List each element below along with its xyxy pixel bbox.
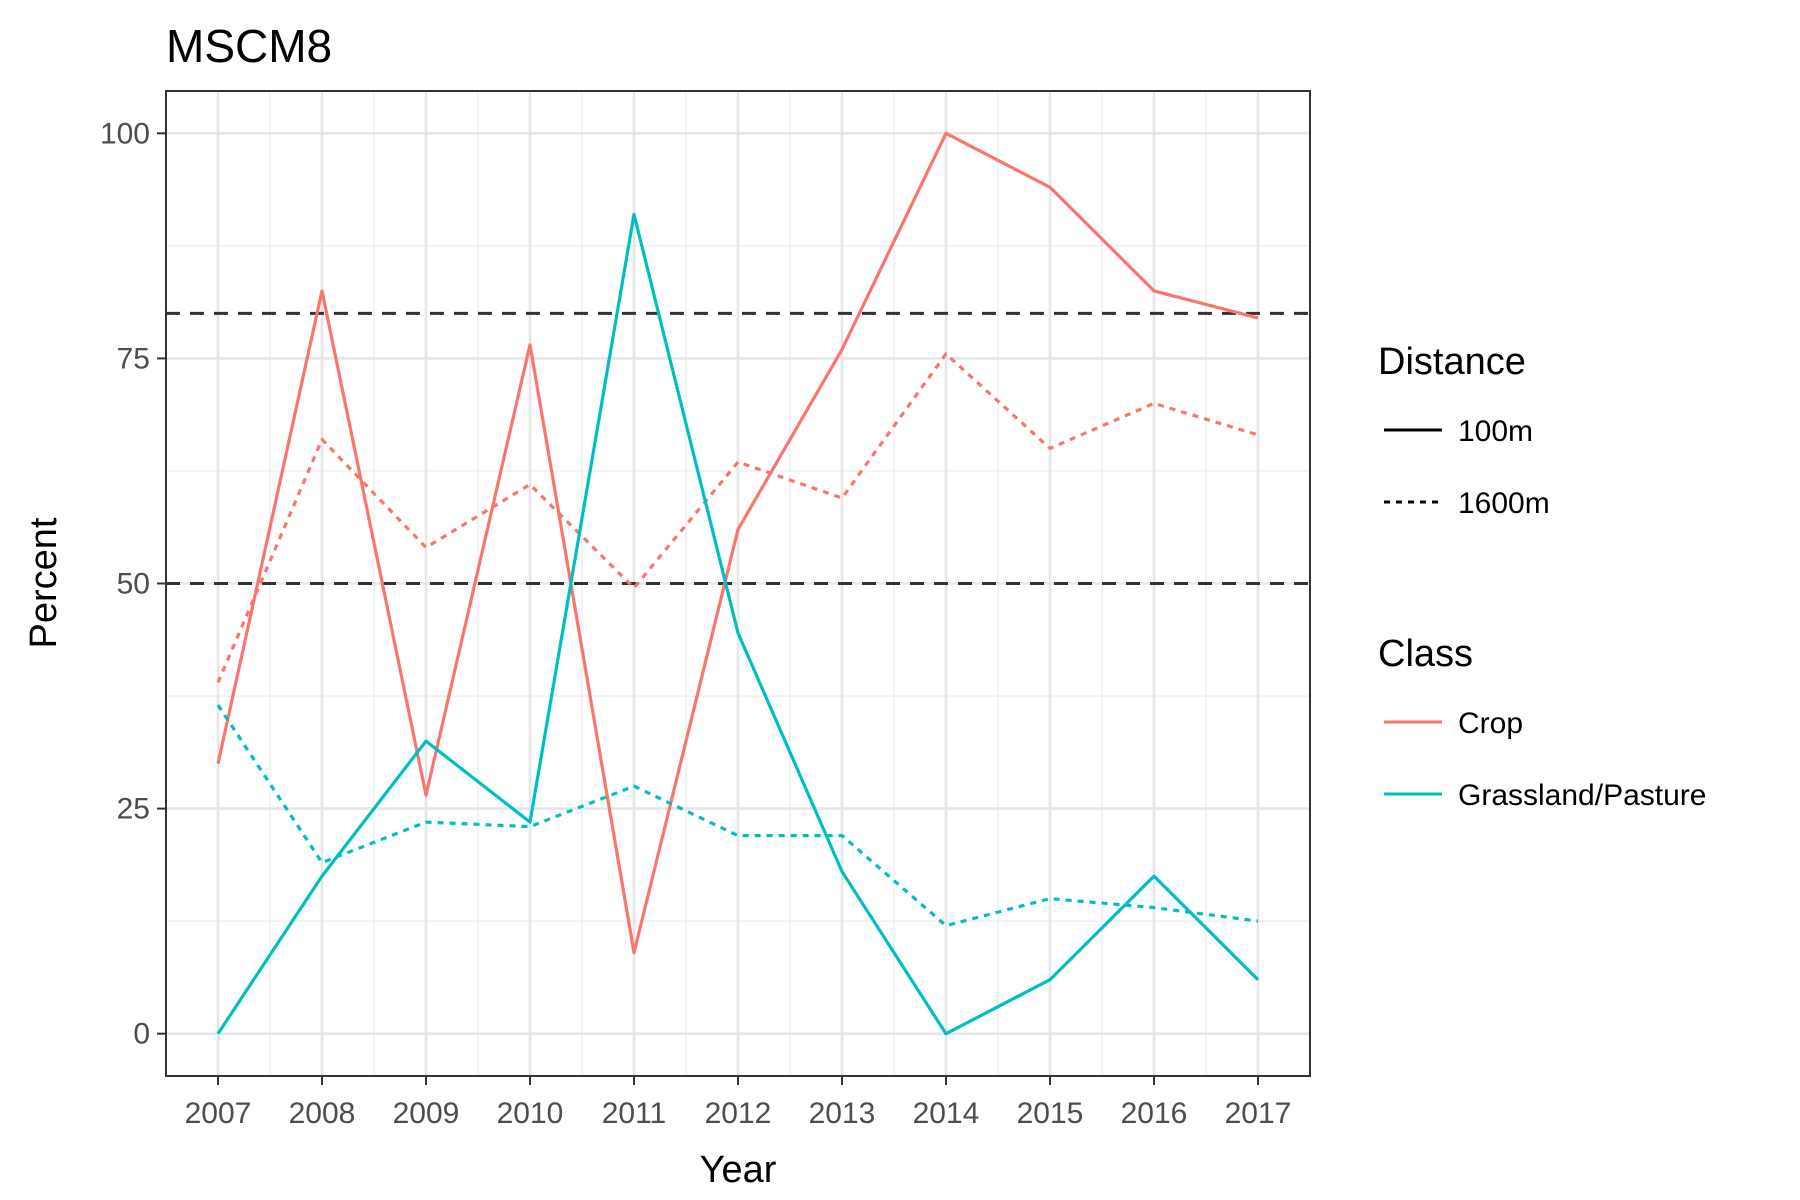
x-tick-label: 2017 [1225, 1097, 1292, 1130]
legend-label-crop: Crop [1458, 707, 1523, 740]
plot-panel [165, 90, 1311, 1077]
x-axis: 2007 2008 2009 2010 2011 2012 2013 2014 2015 2016… [185, 1076, 1292, 1130]
x-tick-label: 2011 [602, 1097, 667, 1130]
chart-title: MSCM8 [166, 20, 332, 72]
y-tick-label: 100 [100, 117, 150, 150]
x-tick-label: 2015 [1017, 1097, 1084, 1130]
series-line-crop-100m [216, 131, 1259, 955]
x-tick-label: 2014 [913, 1097, 980, 1130]
x-tick-label: 2013 [809, 1097, 876, 1130]
legend: Distance 100m 1600m Class Crop Grassland… [1378, 341, 1706, 812]
y-tick-label: 50 [117, 568, 150, 601]
y-tick-label: 0 [133, 1018, 150, 1051]
y-axis-title: Percent [23, 517, 65, 648]
x-tick-label: 2007 [185, 1097, 252, 1130]
legend-label-100m: 100m [1458, 415, 1533, 448]
legend-distance-title: Distance [1378, 341, 1526, 383]
legend-class-title: Class [1378, 633, 1473, 675]
x-tick-label: 2008 [289, 1097, 356, 1130]
legend-label-grassland-pasture: Grassland/Pasture [1458, 779, 1706, 812]
x-tick-label: 2010 [497, 1097, 564, 1130]
y-tick-label: 75 [117, 342, 150, 375]
x-axis-title: Year [700, 1149, 777, 1191]
series-lines [216, 131, 1260, 1036]
x-tick-label: 2009 [393, 1097, 460, 1130]
x-tick-label: 2016 [1121, 1097, 1188, 1130]
legend-label-1600m: 1600m [1458, 487, 1550, 520]
series-line-crop-1600m [216, 352, 1259, 684]
x-tick-label: 2012 [705, 1097, 772, 1130]
series-line-grassland-pasture-100m [216, 212, 1260, 1036]
y-axis: 0 25 50 75 100 [100, 117, 166, 1051]
y-tick-label: 25 [117, 793, 150, 826]
